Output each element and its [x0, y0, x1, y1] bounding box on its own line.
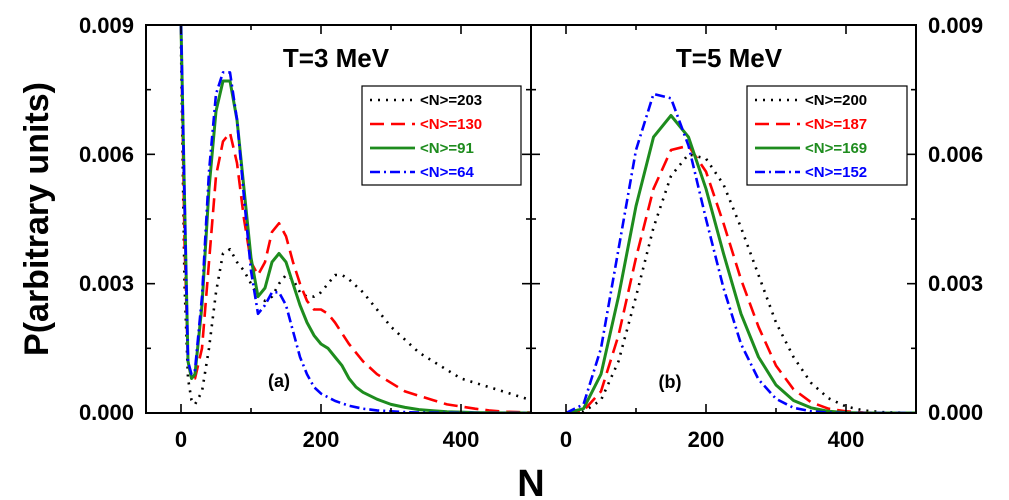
y-tick-label-right-2: 0.006: [928, 142, 983, 167]
panel-a-series-3-line: [179, 25, 531, 413]
panel-b-legend-box: [746, 85, 908, 186]
panel-a-ticks: [146, 24, 532, 414]
panel-b-legend-label-2: <N>=169: [805, 140, 867, 157]
panel-a: T=3 MeV (a) <N>=203 <N>=130 <N>=91 <N>=6…: [145, 24, 532, 414]
panel-a-legend: <N>=203 <N>=130 <N>=91 <N>=64: [361, 85, 522, 186]
panel-a-legend-label-3: <N>=64: [420, 164, 474, 181]
y-tick-label-right-3: 0.009: [928, 13, 983, 38]
panel-a-label: (a): [268, 371, 290, 391]
x-tick-label-b-200: 200: [688, 427, 725, 452]
y-tick-label-right-0: 0.000: [928, 400, 983, 425]
panel-a-series-2-line: [179, 25, 531, 413]
panel-b-series-0-line: [565, 153, 916, 413]
y-tick-label-left-1: 0.003: [79, 271, 134, 296]
panel-a-series-1-line: [179, 25, 531, 413]
panel-b-legend: <N>=200 <N>=187 <N>=169 <N>=152: [746, 85, 908, 186]
x-tick-label-a-0: 0: [175, 427, 187, 452]
x-tick-label-a-200: 200: [303, 427, 340, 452]
y-axis-title: P(arbitrary units): [18, 82, 56, 356]
panel-a-curves: [179, 25, 531, 413]
panel-a-frame: [145, 24, 532, 414]
y-tick-label-left-3: 0.009: [79, 13, 134, 38]
panel-b-legend-label-1: <N>=187: [805, 116, 867, 133]
panel-a-legend-label-2: <N>=91: [420, 140, 474, 157]
panel-b-title: T=5 MeV: [676, 43, 783, 73]
panel-a-title: T=3 MeV: [283, 43, 390, 73]
x-tick-label-a-400: 400: [443, 427, 480, 452]
panel-a-legend-label-1: <N>=130: [420, 116, 482, 133]
y-tick-label-right-1: 0.003: [928, 271, 983, 296]
panel-b-label: (b): [659, 372, 682, 392]
y-tick-label-left-0: 0.000: [79, 400, 134, 425]
x-tick-label-b-0: 0: [560, 427, 572, 452]
panel-b-series-1-line: [565, 144, 916, 413]
panel-b-ticks: [531, 24, 917, 414]
panel-a-legend-label-0: <N>=203: [420, 92, 482, 109]
panel-b-frame: [530, 24, 917, 414]
panel-b-legend-label-0: <N>=200: [805, 92, 867, 109]
panel-b-legend-label-3: <N>=152: [805, 164, 867, 181]
y-tick-label-left-2: 0.006: [79, 142, 134, 167]
x-axis-title: N: [517, 463, 544, 500]
panel-b: T=5 MeV (b) <N>=200 <N>=187 <N>=169 <N>=…: [530, 24, 917, 414]
x-tick-label-b-400: 400: [828, 427, 865, 452]
panel-a-legend-box: [361, 85, 522, 186]
